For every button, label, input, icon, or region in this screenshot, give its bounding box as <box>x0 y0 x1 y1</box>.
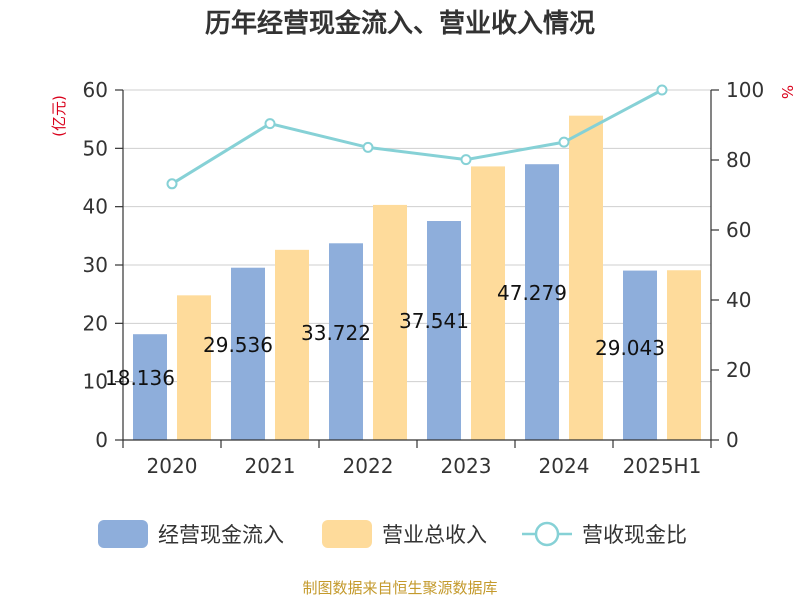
left-tick-label: 30 <box>83 253 108 277</box>
cash-inflow-bar <box>231 267 265 440</box>
revenue-bar <box>275 249 309 440</box>
left-tick-label: 60 <box>83 78 108 102</box>
x-tick-label: 2024 <box>539 454 590 478</box>
grid-lines <box>123 89 711 383</box>
cash-inflow-data-label: 29.043 <box>595 336 665 360</box>
right-axis-unit: % <box>778 85 796 99</box>
legend-label: 营业总收入 <box>382 523 487 547</box>
cash-inflow-bar <box>623 270 657 440</box>
revenue-bar <box>569 115 603 441</box>
legend-swatch-revenue <box>322 520 372 548</box>
x-tick-label: 2021 <box>245 454 296 478</box>
cash-inflow-data-label: 37.541 <box>399 309 469 333</box>
revenue-bar <box>471 166 505 440</box>
source-note: 制图数据来自恒生聚源数据库 <box>302 579 497 597</box>
legend-label: 经营现金流入 <box>158 523 284 547</box>
legend-swatch-ratio-marker <box>534 521 560 547</box>
left-axis-unit: (亿元) <box>50 95 68 137</box>
left-tick-label: 10 <box>83 370 108 394</box>
legend-swatch-cash-inflow <box>98 520 148 548</box>
axes: 0 10 20 30 40 50 60 0 20 40 60 80 100 2020 2021 2022 202… <box>83 78 765 478</box>
cash-inflow-bar <box>133 334 167 440</box>
x-tick-label: 2020 <box>147 454 198 478</box>
ratio-point <box>460 154 472 166</box>
revenue-bar <box>373 204 407 440</box>
right-tick-label: 60 <box>726 218 751 242</box>
cash-inflow-data-label: 47.279 <box>497 281 567 305</box>
legend-label: 营收现金比 <box>582 523 687 547</box>
cash-inflow-data-label: 18.136 <box>105 366 175 390</box>
right-tick-label: 40 <box>726 288 751 312</box>
x-tick-label: 2023 <box>441 454 492 478</box>
cash-inflow-data-label: 33.722 <box>301 321 371 345</box>
left-tick-label: 20 <box>83 311 108 335</box>
ratio-line <box>166 84 668 190</box>
revenue-bar <box>667 270 701 440</box>
right-tick-label: 80 <box>726 148 751 172</box>
ratio-point <box>656 84 668 96</box>
left-tick-label: 0 <box>95 428 108 452</box>
bars <box>133 115 701 441</box>
data-labels: 18.136 29.536 33.722 37.541 47.279 29.043 <box>105 281 665 390</box>
right-tick-label: 100 <box>726 78 764 102</box>
ratio-point <box>558 136 570 148</box>
left-tick-label: 50 <box>83 136 108 160</box>
x-tick-label: 2025H1 <box>623 454 702 478</box>
legend: 经营现金流入 营业总收入 营收现金比 <box>98 520 687 548</box>
ratio-point <box>264 118 276 130</box>
right-tick-label: 20 <box>726 358 751 382</box>
chart-title: 历年经营现金流入、营业收入情况 <box>205 8 595 39</box>
ratio-point <box>362 141 374 153</box>
cash-inflow-bar <box>427 221 461 440</box>
cash-inflow-bar <box>525 164 559 441</box>
cash-inflow-data-label: 29.536 <box>203 333 273 357</box>
right-tick-label: 0 <box>726 428 739 452</box>
revenue-bar <box>177 295 211 440</box>
ratio-line-path <box>171 88 663 186</box>
x-tick-label: 2022 <box>343 454 394 478</box>
ratio-point <box>166 178 178 190</box>
left-tick-label: 40 <box>83 195 108 219</box>
cash-inflow-bar <box>329 243 363 440</box>
